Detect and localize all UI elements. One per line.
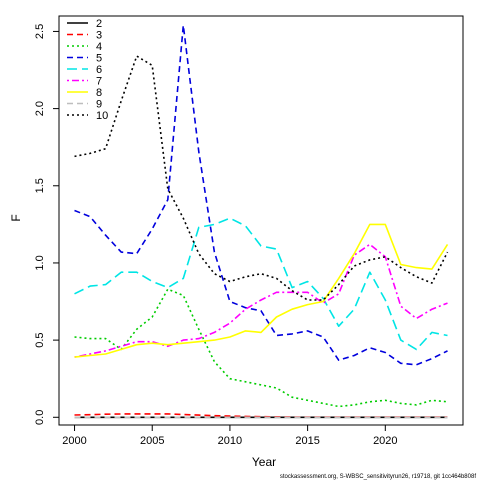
legend-label-8: 8 bbox=[96, 87, 102, 99]
axes-layer: 2000 2005 2010 2015 2020 0.0 0.5 1.0 1.5 2.0 2.5 bbox=[34, 24, 398, 447]
x-axis-title: Year bbox=[252, 455, 276, 469]
y-axis-title: F bbox=[9, 214, 23, 221]
x-tick-label-4: 2020 bbox=[373, 435, 397, 447]
x-tick-label-3: 2015 bbox=[295, 435, 319, 447]
legend-label-10: 10 bbox=[96, 110, 108, 122]
y-tick-label-0: 0.0 bbox=[34, 410, 46, 425]
y-tick-label-1: 0.5 bbox=[34, 332, 46, 347]
y-tick-label-4: 2.0 bbox=[34, 101, 46, 116]
footer-note: stockassessment.org, S-WBSC_sensitivityr… bbox=[280, 474, 476, 480]
series-line-8 bbox=[74, 223, 449, 358]
plot-area-frame bbox=[58, 15, 464, 426]
x-tick-label-0: 2000 bbox=[62, 435, 86, 447]
series-line-6 bbox=[74, 217, 448, 351]
legend-label-2: 2 bbox=[96, 18, 102, 30]
legend-label-9: 9 bbox=[96, 99, 102, 111]
legend-label-3: 3 bbox=[96, 30, 102, 42]
y-tick-label-5: 2.5 bbox=[34, 24, 46, 39]
y-tick-label-3: 1.5 bbox=[34, 178, 46, 193]
legend-label-7: 7 bbox=[96, 76, 102, 88]
y-tick-label-2: 1.0 bbox=[34, 255, 46, 270]
x-tick-label-1: 2005 bbox=[140, 435, 164, 447]
legend-label-5: 5 bbox=[96, 53, 102, 65]
x-tick-label-2: 2010 bbox=[218, 435, 242, 447]
series-line-7 bbox=[74, 243, 448, 358]
legend-label-4: 4 bbox=[96, 41, 102, 53]
series-layer bbox=[74, 24, 449, 419]
legend-label-6: 6 bbox=[96, 64, 102, 76]
series-line-4 bbox=[74, 288, 448, 408]
series-line-5 bbox=[74, 24, 448, 366]
